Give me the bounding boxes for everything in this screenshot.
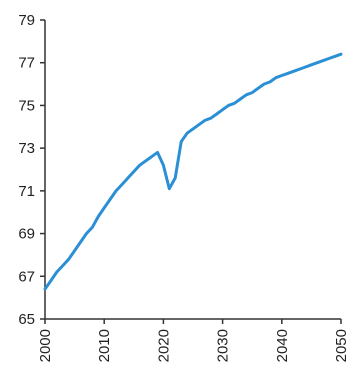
x-tick-label: 2050 bbox=[333, 329, 350, 362]
y-tick-label: 79 bbox=[18, 12, 35, 29]
y-tick-label: 69 bbox=[18, 226, 35, 243]
x-tick-label: 2010 bbox=[96, 329, 113, 362]
x-tick-label: 2020 bbox=[155, 329, 172, 362]
y-axis: 65 67 69 71 73 75 77 79 bbox=[18, 12, 46, 328]
x-tick-label: 2040 bbox=[274, 329, 291, 362]
y-tick-label: 77 bbox=[18, 55, 35, 72]
series-layer bbox=[43, 52, 343, 291]
y-tick-label: 71 bbox=[18, 183, 35, 200]
series-line-0 bbox=[43, 52, 343, 291]
y-tick-label: 65 bbox=[18, 311, 35, 328]
x-tick-label: 2030 bbox=[215, 329, 232, 362]
x-tick-label: 2000 bbox=[37, 329, 54, 362]
y-tick-label: 67 bbox=[18, 268, 35, 285]
y-tick-label: 73 bbox=[18, 140, 35, 157]
x-axis: 2000 2010 2020 2030 2040 2050 bbox=[37, 318, 350, 362]
y-tick-label: 75 bbox=[18, 97, 35, 114]
